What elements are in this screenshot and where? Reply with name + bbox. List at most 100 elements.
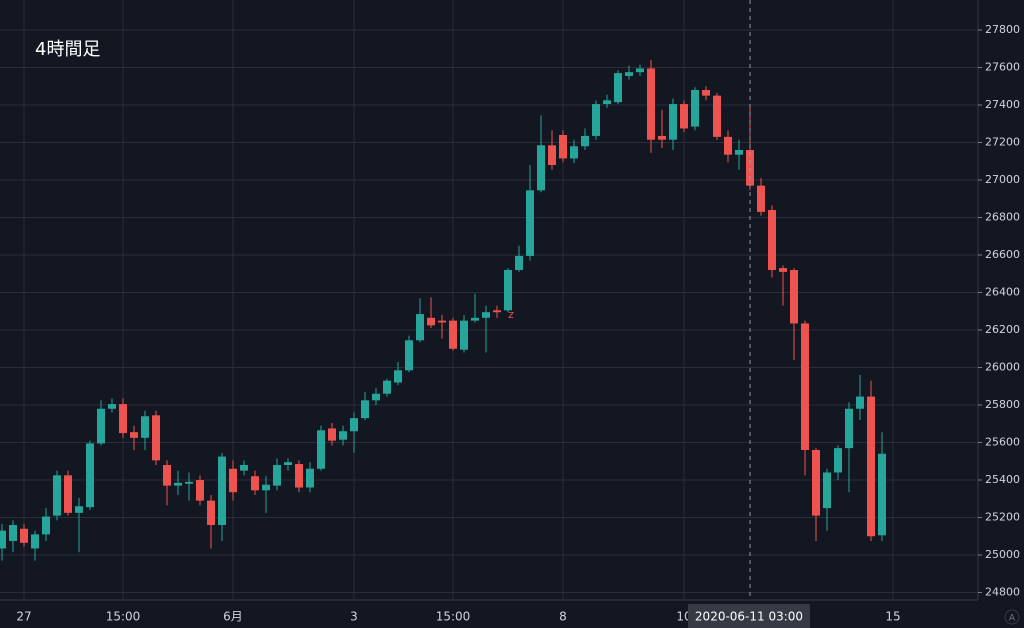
x-tick-label: 15:00 (106, 610, 141, 624)
candle-body (504, 270, 512, 311)
candle-body (361, 400, 369, 419)
candle-body (141, 416, 149, 438)
candle-body (482, 312, 490, 318)
y-tick-label: 26600 (985, 248, 1020, 261)
candle-body (328, 428, 336, 441)
candle-body (394, 370, 402, 383)
y-tick-label: 27800 (985, 23, 1020, 36)
candle-body (493, 310, 501, 313)
grid (0, 0, 978, 600)
candle-body (75, 506, 83, 513)
x-tick-label: 6月 (223, 610, 243, 624)
candle-body (669, 104, 677, 140)
candle-body (548, 145, 556, 165)
candle-body (625, 72, 633, 76)
candle-body (306, 468, 314, 488)
candle-body (240, 465, 248, 471)
y-tick-label: 25800 (985, 398, 1020, 411)
candle-body (878, 453, 886, 536)
candle-body (438, 320, 446, 323)
candle-body (196, 480, 204, 501)
x-tick-label: 27 (16, 610, 31, 624)
candle-body (218, 456, 226, 525)
scale-mode-button[interactable] (1004, 609, 1020, 625)
x-tick-label: 10 (676, 610, 691, 624)
candle-body (603, 100, 611, 105)
candle-body (845, 408, 853, 449)
candle-body (119, 404, 127, 434)
candle-body (295, 464, 303, 488)
candle-body (9, 525, 17, 541)
candle-body (746, 150, 754, 186)
candle-body (460, 320, 468, 350)
candle-body (108, 404, 116, 409)
candle-body (42, 516, 50, 535)
candles (0, 60, 886, 561)
candle-body (416, 314, 424, 341)
chart-title: 4時間足 (35, 39, 100, 60)
candle-body (581, 135, 589, 147)
candle-body (570, 146, 578, 159)
x-tick-label: 15:00 (436, 610, 471, 624)
candle-body (515, 255, 523, 270)
candle-body (185, 481, 193, 484)
y-tick-label: 25600 (985, 436, 1020, 449)
candle-body (592, 104, 600, 136)
candle-body (130, 432, 138, 438)
candle-body (317, 430, 325, 469)
candle-body (559, 135, 567, 159)
candle-body (724, 136, 732, 155)
crosshair-label-box (688, 604, 810, 628)
marker-label: z (508, 308, 514, 321)
candle-body (427, 317, 435, 326)
candle-body (779, 268, 787, 272)
candle-body (350, 418, 358, 432)
candle-body (53, 475, 61, 516)
y-tick-label: 24800 (985, 586, 1020, 599)
y-tick-label: 27600 (985, 61, 1020, 74)
candle-body (823, 472, 831, 509)
candle-body (31, 534, 39, 549)
candle-body (856, 396, 864, 409)
x-tick-label: 8 (559, 610, 567, 624)
candle-body (229, 468, 237, 493)
crosshair-label: 2020-06-11 03:00 (695, 610, 803, 624)
candle-body (834, 448, 842, 473)
candle-body (812, 450, 820, 516)
y-tick-label: 25000 (985, 548, 1020, 561)
candle-body (405, 340, 413, 371)
candle-body (174, 482, 182, 486)
y-tick-label: 26400 (985, 286, 1020, 299)
candle-body (691, 90, 699, 127)
candle-body (647, 68, 655, 140)
y-tick-label: 27200 (985, 136, 1020, 149)
y-tick-label: 25200 (985, 511, 1020, 524)
candle-body (372, 393, 380, 401)
candle-body (339, 431, 347, 440)
candle-body (273, 465, 281, 486)
candle-body (735, 150, 743, 155)
candle-body (163, 465, 171, 486)
candle-body (471, 317, 479, 321)
candle-body (768, 210, 776, 270)
candle-body (97, 408, 105, 444)
y-tick-label: 27000 (985, 173, 1020, 186)
axes: 24800 25000 25200 25400 25600 25800 26000 26200… (16, 23, 1020, 624)
candle-body (713, 95, 721, 137)
candle-body (658, 135, 666, 140)
candle-body (64, 475, 72, 513)
candle-body (20, 528, 28, 543)
candle-body (526, 190, 534, 256)
candle-body (383, 380, 391, 394)
candle-body (680, 104, 688, 129)
candle-body (449, 320, 457, 349)
candle-body (251, 476, 259, 491)
candle-body (86, 443, 94, 508)
candle-body (284, 462, 292, 465)
candle-body (801, 323, 809, 450)
candle-body (867, 396, 875, 537)
candle-body (152, 415, 160, 461)
scale-mode-label[interactable]: A (1009, 614, 1016, 624)
